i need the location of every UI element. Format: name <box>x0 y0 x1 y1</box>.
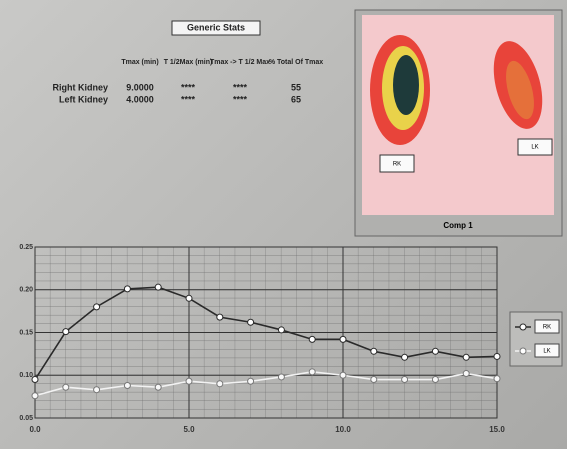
image-label: LK <box>531 145 538 151</box>
data-point <box>402 354 408 360</box>
cell: 65 <box>291 94 301 104</box>
data-point <box>94 387 100 393</box>
data-point <box>124 383 130 389</box>
row-label: Right Kidney <box>53 82 109 92</box>
image-label: RK <box>393 162 401 168</box>
data-point <box>155 284 161 290</box>
column-header: T 1/2Max (min) <box>164 59 213 66</box>
x-tick-label: 15.0 <box>489 425 505 434</box>
data-point <box>32 393 38 399</box>
image-caption: Comp 1 <box>443 221 473 230</box>
screen: Generic Stats Tmax (min) T 1/2Max (min)Tm… <box>0 0 567 449</box>
data-point <box>463 354 469 360</box>
y-tick-label: 0.25 <box>19 244 33 251</box>
data-point <box>217 381 223 387</box>
data-point <box>463 371 469 377</box>
cell: **** <box>181 94 196 104</box>
data-point <box>186 295 192 301</box>
x-tick-label: 0.0 <box>29 425 41 434</box>
legend-marker <box>520 348 526 354</box>
column-header: Tmax -> T 1/2 Max <box>210 59 270 66</box>
data-point <box>63 329 69 335</box>
y-tick-label: 0.10 <box>19 372 33 379</box>
data-point <box>309 369 315 375</box>
data-point <box>402 377 408 383</box>
cell: 9.0000 <box>126 82 154 92</box>
data-point <box>371 348 377 354</box>
stats-table: Tmax (min) T 1/2Max (min)Tmax -> T 1/2 Ma… <box>53 59 324 105</box>
data-point <box>340 336 346 342</box>
data-point <box>217 314 223 320</box>
display: Generic Stats Tmax (min) T 1/2Max (min)Tm… <box>0 0 567 449</box>
column-header: Tmax (min) <box>121 59 158 66</box>
data-point <box>124 286 130 292</box>
row-label: Left Kidney <box>59 94 108 104</box>
kidney-right-hot <box>393 55 419 115</box>
cell: **** <box>181 82 196 92</box>
data-point <box>94 304 100 310</box>
data-point <box>278 327 284 333</box>
data-point <box>248 378 254 384</box>
x-tick-label: 5.0 <box>183 425 195 434</box>
y-tick-label: 0.05 <box>19 415 33 422</box>
y-tick-label: 0.20 <box>19 287 33 294</box>
legend-marker <box>520 324 526 330</box>
column-header: % Total Of Tmax <box>269 59 323 66</box>
x-tick-label: 10.0 <box>335 425 351 434</box>
stats-title: Generic Stats <box>187 22 245 32</box>
data-point <box>248 319 254 325</box>
cell: 55 <box>291 82 301 92</box>
data-point <box>186 378 192 384</box>
cell: **** <box>233 94 248 104</box>
data-point <box>494 376 500 382</box>
data-point <box>494 353 500 359</box>
y-tick-label: 0.15 <box>19 329 33 336</box>
data-point <box>155 384 161 390</box>
data-point <box>278 374 284 380</box>
data-point <box>63 384 69 390</box>
data-point <box>309 336 315 342</box>
cell: 4.0000 <box>126 94 154 104</box>
data-point <box>371 377 377 383</box>
legend-label: LK <box>543 349 550 355</box>
data-point <box>432 377 438 383</box>
data-point <box>32 377 38 383</box>
data-point <box>340 372 346 378</box>
data-point <box>432 348 438 354</box>
legend-label: RK <box>543 325 551 331</box>
cell: **** <box>233 82 248 92</box>
